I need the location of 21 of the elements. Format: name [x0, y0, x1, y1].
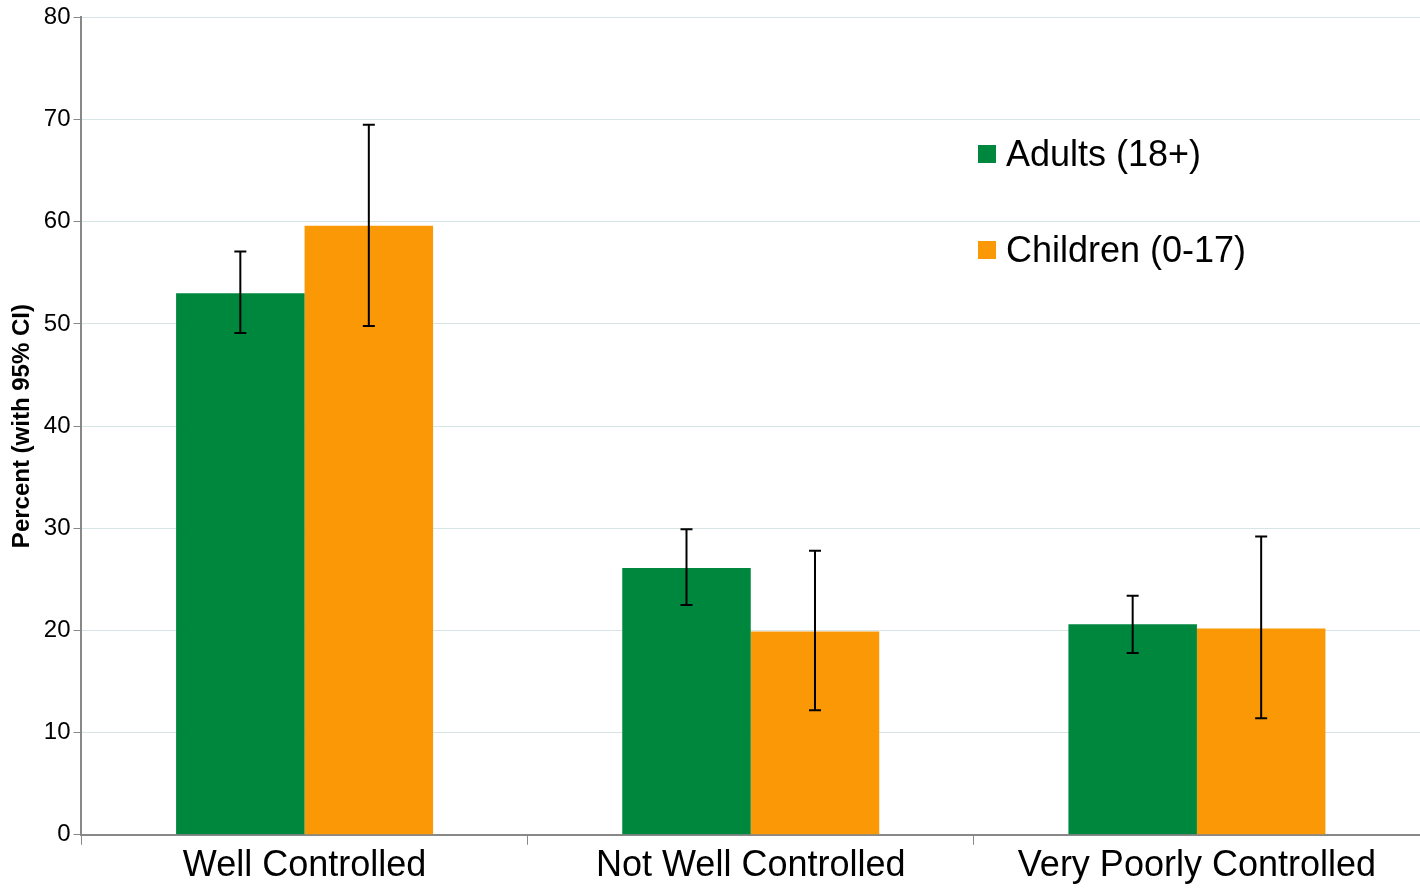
bar — [750, 631, 880, 835]
y-tick-label: 10 — [43, 717, 71, 745]
y-tick-label: 70 — [43, 104, 71, 132]
bar — [304, 225, 434, 835]
bar — [176, 293, 305, 835]
bar — [1196, 628, 1326, 835]
y-tick-label: 80 — [43, 2, 71, 30]
bar — [622, 568, 751, 835]
x-tick-label: Well Controlled — [182, 843, 427, 885]
bar — [1068, 624, 1197, 835]
legend-label: Children (0-17) — [1006, 229, 1247, 271]
y-tick-label: 60 — [43, 206, 71, 234]
y-tick-label: 30 — [43, 512, 71, 540]
y-tick-label: 50 — [43, 308, 71, 336]
x-tick-label: Very Poorly Controlled — [1017, 843, 1376, 885]
y-tick-label: 0 — [57, 819, 71, 847]
y-tick-label: 40 — [43, 410, 71, 438]
y-axis-title: Percent (with 95% CI) — [7, 304, 35, 549]
y-tick-label: 20 — [43, 615, 71, 643]
legend-label: Adults (18+) — [1006, 133, 1202, 175]
x-tick-label: Not Well Controlled — [596, 843, 906, 885]
